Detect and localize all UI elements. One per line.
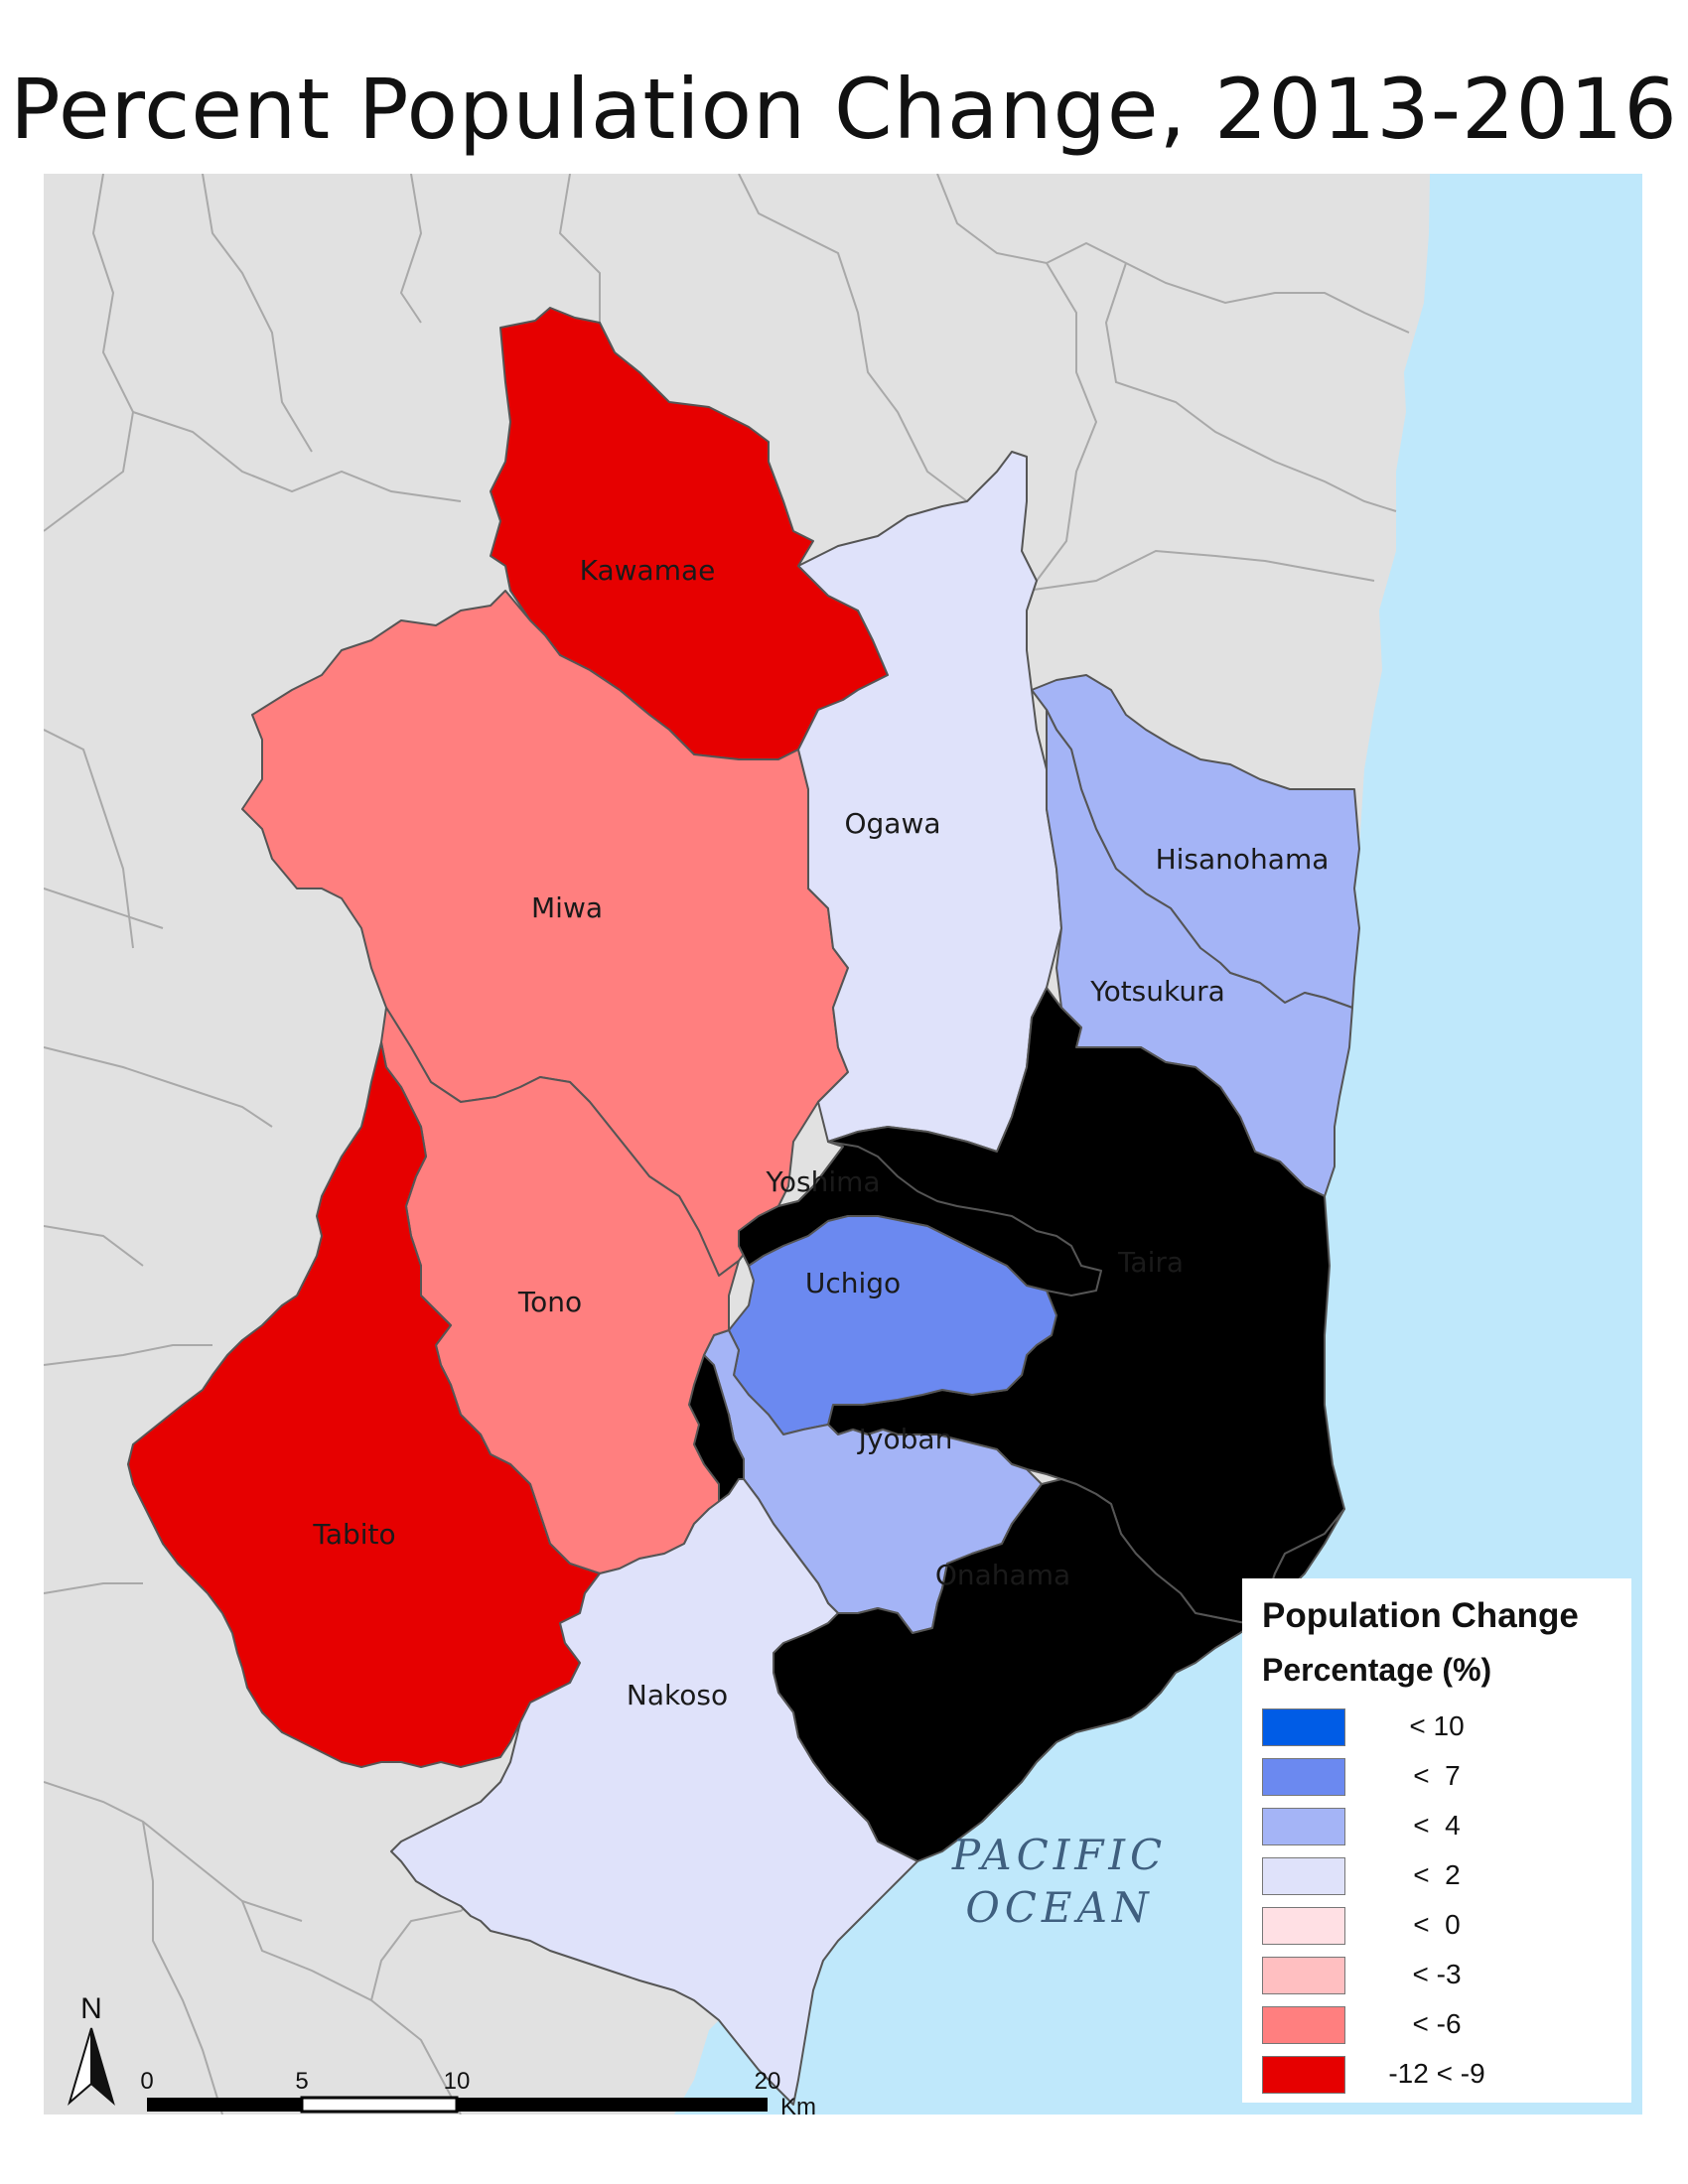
region-label-nakoso: Nakoso [627, 1679, 728, 1711]
region-tabito[interactable] [127, 1041, 601, 1768]
region-label-uchigo: Uchigo [805, 1267, 901, 1299]
legend-label: -12 < -9 [1388, 2058, 1485, 2089]
legend-swatch [1262, 2006, 1345, 2044]
scale-tick-5: 5 [295, 2068, 308, 2095]
legend-swatch [1262, 1808, 1345, 1845]
region-ogawa[interactable] [797, 451, 1062, 1153]
region-label-onahama: Onahama [935, 1559, 1070, 1591]
region-label-jyoban: Jyoban [857, 1423, 953, 1455]
map-canvas[interactable]: Kawamae Miwa Ogawa Hisanohama Yotsukura … [44, 174, 1642, 2115]
municipal-boundaries [44, 174, 1410, 2115]
legend-item: < 10 [1262, 1701, 1631, 1750]
legend-item: < 0 [1262, 1899, 1631, 1949]
legend-swatch [1262, 1907, 1345, 1945]
legend-label: < -6 [1412, 2008, 1462, 2039]
scale-bar: 0 5 10 20 Km [139, 2060, 854, 2139]
choropleth-regions [127, 307, 1360, 2106]
ocean-label-line-1: PACIFIC [951, 1831, 1167, 1879]
scale-tick-20: 20 [755, 2068, 781, 2095]
legend-label: < 0 [1413, 1909, 1461, 1940]
scale-tick-0: 0 [140, 2068, 153, 2095]
legend-swatch [1262, 1857, 1345, 1895]
legend-label: < 7 [1413, 1760, 1461, 1791]
legend-label: < 2 [1413, 1859, 1461, 1890]
legend-title: Population Change [1262, 1596, 1579, 1635]
legend-label: < 10 [1409, 1710, 1465, 1741]
region-label-hisanohama: Hisanohama [1156, 843, 1330, 876]
legend-label: < 4 [1413, 1810, 1461, 1841]
map-frame: Kawamae Miwa Ogawa Hisanohama Yotsukura … [44, 174, 1642, 2115]
legend-item: < -3 [1262, 1949, 1631, 1998]
region-label-tono: Tono [517, 1286, 582, 1318]
region-label-ogawa: Ogawa [844, 807, 940, 840]
legend-item: < -6 [1262, 1998, 1631, 2048]
region-nakoso[interactable] [390, 1478, 918, 2106]
region-label-yotsukura: Yotsukura [1089, 975, 1225, 1008]
legend-item: < 4 [1262, 1800, 1631, 1849]
legend: Population Change Percentage (%) < 10 < … [1242, 1578, 1631, 2103]
scale-tick-10: 10 [444, 2068, 471, 2095]
region-labels: Kawamae Miwa Ogawa Hisanohama Yotsukura … [312, 554, 1329, 1711]
legend-subtitle: Percentage (%) [1262, 1652, 1492, 1688]
legend-item: < 2 [1262, 1849, 1631, 1899]
legend-items: < 10 < 7 < 4 < 2 < 0 < -3 < -6 -12 [1262, 1701, 1631, 2098]
region-label-yoshima: Yoshima [765, 1165, 880, 1198]
legend-swatch [1262, 2056, 1345, 2094]
legend-swatch [1262, 1957, 1345, 1994]
legend-label: < -3 [1412, 1959, 1462, 1989]
region-label-miwa: Miwa [531, 891, 603, 924]
region-label-taira: Taira [1117, 1246, 1184, 1279]
north-label: N [80, 1992, 102, 2025]
legend-swatch [1262, 1758, 1345, 1796]
scale-unit: Km [780, 2094, 816, 2120]
north-arrow: N [62, 1988, 121, 2108]
region-label-tabito: Tabito [312, 1518, 395, 1551]
legend-swatch [1262, 1708, 1345, 1746]
region-label-kawamae: Kawamae [580, 554, 716, 587]
legend-item: < 7 [1262, 1750, 1631, 1800]
north-arrow-icon: N [68, 1992, 115, 2106]
map-title: Percent Population Change, 2013-2016 [10, 61, 1678, 158]
ocean-label-line-2: OCEAN [965, 1883, 1153, 1932]
legend-item: -12 < -9 [1262, 2048, 1631, 2098]
ocean-label: PACIFIC OCEAN [951, 1831, 1167, 1932]
